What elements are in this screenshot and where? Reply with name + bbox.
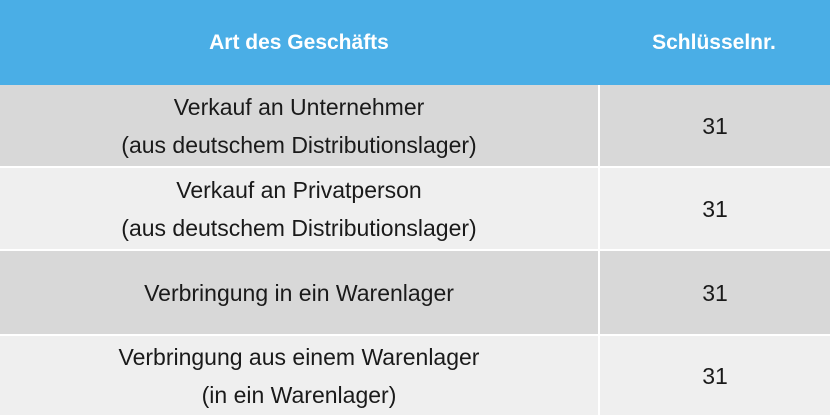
key-number-cell: 31: [598, 85, 830, 166]
table-header-row: Art des Geschäfts Schlüsselnr.: [0, 0, 830, 85]
header-key-number: Schlüsselnr.: [652, 30, 776, 54]
key-number-cell: 31: [598, 336, 830, 415]
transaction-type-line: Verbringung aus einem Warenlager: [118, 343, 480, 370]
transaction-type-line: Verbringung in ein Warenlager: [144, 279, 454, 306]
header-type-of-transaction: Art des Geschäfts: [209, 30, 389, 54]
table-row: Verkauf an Privatperson (aus deutschem D…: [0, 168, 830, 249]
transaction-type-cell: Verbringung in ein Warenlager: [0, 251, 598, 334]
transaction-type-cell: Verkauf an Privatperson (aus deutschem D…: [0, 168, 598, 249]
table-row: Verbringung in ein Warenlager 31: [0, 251, 830, 334]
key-number-cell: 31: [598, 251, 830, 334]
transaction-type-line: (in ein Warenlager): [201, 381, 397, 408]
transaction-type-line: Verkauf an Privatperson: [176, 176, 422, 203]
transaction-type-cell: Verkauf an Unternehmer (aus deutschem Di…: [0, 85, 598, 166]
transaction-type-line: (aus deutschem Distributionslager): [121, 131, 477, 158]
transaction-type-line: Verkauf an Unternehmer: [173, 93, 425, 120]
table-row: Verbringung aus einem Warenlager (in ein…: [0, 336, 830, 415]
key-number-cell: 31: [598, 168, 830, 249]
table-row: Verkauf an Unternehmer (aus deutschem Di…: [0, 85, 830, 166]
transaction-type-cell: Verbringung aus einem Warenlager (in ein…: [0, 336, 598, 415]
transaction-type-line: (aus deutschem Distributionslager): [121, 214, 477, 241]
